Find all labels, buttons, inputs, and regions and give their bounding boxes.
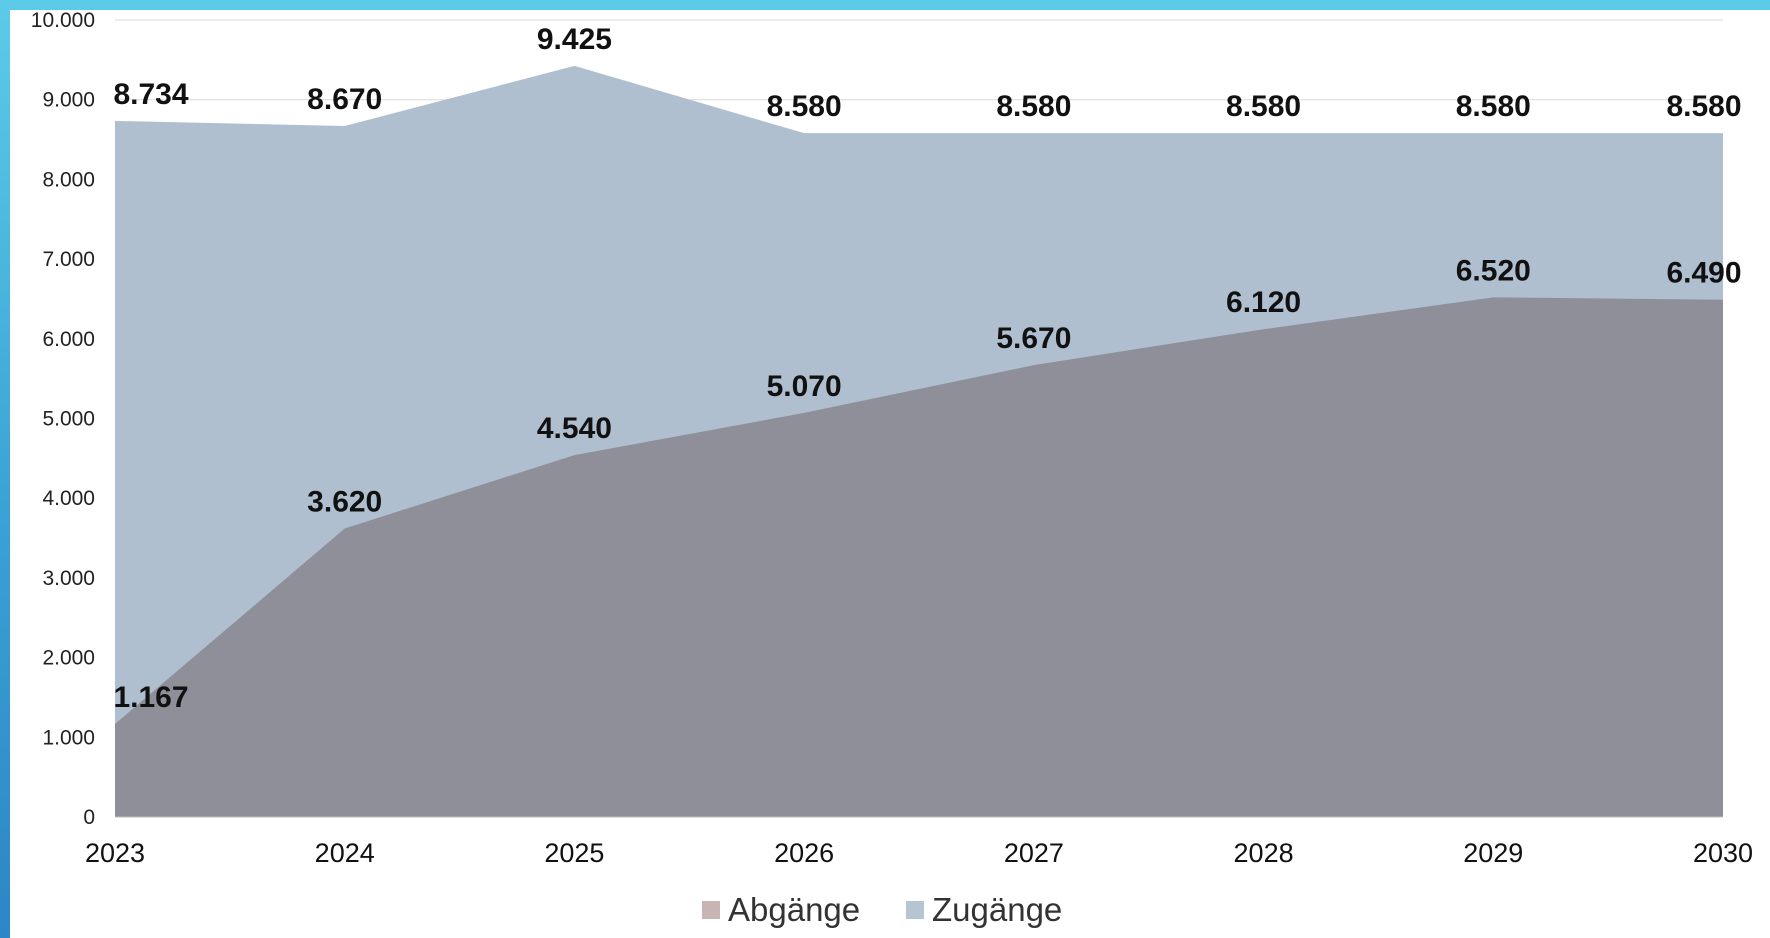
data-label-zugaenge: 8.670 xyxy=(307,83,382,116)
y-tick-label: 5.000 xyxy=(42,408,95,431)
x-tick-label: 2024 xyxy=(315,838,375,868)
y-axis-ticks: 0 1.000 2.000 3.000 4.000 5.000 6.000 7.000 8.00… xyxy=(31,9,95,829)
area-series xyxy=(115,65,1723,818)
y-tick-label: 2.000 xyxy=(42,647,95,670)
data-label-abgaenge: 6.120 xyxy=(1226,286,1301,319)
data-label-abgaenge: 6.490 xyxy=(1666,257,1741,290)
data-label-zugaenge: 8.580 xyxy=(996,90,1071,123)
y-tick-label: 9.000 xyxy=(42,89,95,112)
legend: Abgänge Zugänge xyxy=(702,891,1062,928)
area-abgaenge xyxy=(115,297,1723,818)
legend-swatch-zugaenge xyxy=(906,901,924,919)
y-tick-label: 7.000 xyxy=(42,248,95,271)
y-tick-label: 1.000 xyxy=(42,726,95,749)
data-label-abgaenge: 6.520 xyxy=(1456,254,1531,287)
y-tick-label: 8.000 xyxy=(42,168,95,191)
y-tick-label: 6.000 xyxy=(42,328,95,351)
x-tick-label: 2029 xyxy=(1463,838,1523,868)
data-label-abgaenge: 1.167 xyxy=(113,681,188,714)
data-label-zugaenge: 8.580 xyxy=(1666,90,1741,123)
data-label-zugaenge: 8.580 xyxy=(767,90,842,123)
data-label-zugaenge: 8.734 xyxy=(113,78,188,111)
data-label-zugaenge: 8.580 xyxy=(1226,90,1301,123)
y-tick-label: 3.000 xyxy=(42,567,95,590)
y-tick-label: 4.000 xyxy=(42,487,95,510)
data-label-abgaenge: 5.670 xyxy=(996,322,1071,355)
legend-swatch-abgaenge xyxy=(702,901,720,919)
legend-label-abgaenge: Abgänge xyxy=(728,891,860,928)
x-tick-label: 2028 xyxy=(1234,838,1294,868)
y-tick-label: 0 xyxy=(83,806,95,829)
x-tick-label: 2026 xyxy=(774,838,834,868)
x-tick-label: 2025 xyxy=(544,838,604,868)
data-labels: 1.167 3.620 4.540 5.070 5.670 6.120 6.520 6.490… xyxy=(113,23,1741,714)
x-tick-label: 2027 xyxy=(1004,838,1064,868)
x-axis-ticks: 2023 2024 2025 2026 2027 2028 2029 2030 xyxy=(85,838,1753,868)
data-label-zugaenge: 8.580 xyxy=(1456,90,1531,123)
x-tick-label: 2030 xyxy=(1693,838,1753,868)
data-label-zugaenge: 9.425 xyxy=(537,23,612,56)
x-tick-label: 2023 xyxy=(85,838,145,868)
legend-label-zugaenge: Zugänge xyxy=(932,891,1062,928)
data-label-abgaenge: 5.070 xyxy=(767,370,842,403)
y-tick-label: 10.000 xyxy=(31,9,95,32)
data-label-abgaenge: 4.540 xyxy=(537,412,612,445)
data-label-abgaenge: 3.620 xyxy=(307,485,382,518)
